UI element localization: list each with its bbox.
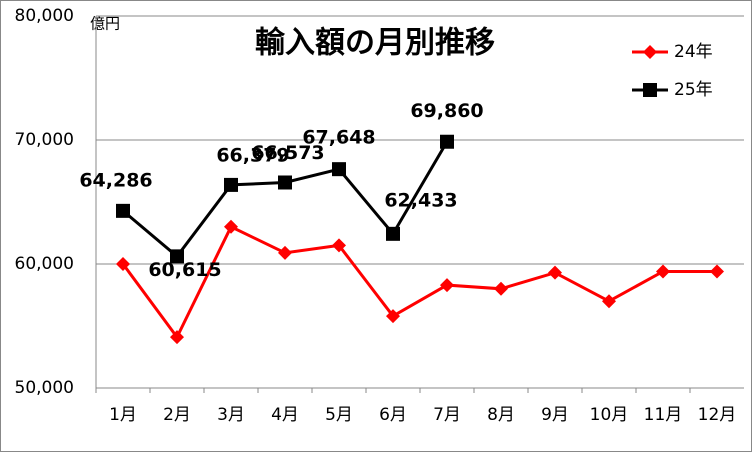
marker — [494, 281, 508, 296]
x-tick-label: 7月 — [433, 405, 461, 425]
marker — [643, 83, 657, 97]
data-label: 62,433 — [384, 189, 457, 211]
x-tick-label: 11月 — [644, 405, 683, 425]
marker — [332, 238, 346, 253]
marker — [116, 257, 130, 271]
data-label: 69,860 — [410, 100, 483, 122]
legend-label: 25年 — [674, 80, 713, 100]
x-tick-label: 1月 — [109, 405, 137, 425]
marker — [170, 249, 184, 264]
legend-label: 24年 — [674, 42, 713, 62]
data-label: 64,286 — [79, 169, 152, 191]
marker — [440, 278, 454, 293]
marker — [278, 245, 292, 260]
x-tick-label: 5月 — [325, 405, 353, 425]
y-tick-label: 50,000 — [15, 378, 74, 398]
data-label: 60,615 — [148, 259, 221, 281]
x-tick-label: 4月 — [271, 405, 299, 425]
marker — [656, 264, 670, 279]
marker — [548, 265, 562, 280]
data-label: 66,573 — [251, 142, 324, 164]
x-tick-label: 6月 — [379, 405, 407, 425]
x-tick-label: 9月 — [541, 405, 569, 425]
y-tick-label: 80,000 — [15, 6, 74, 26]
data-label: 66,379 — [216, 144, 289, 166]
x-tick-label: 10月 — [590, 405, 629, 425]
marker — [170, 330, 184, 345]
chart-title: 輸入額の月別推移 — [255, 26, 495, 61]
data-label: 67,648 — [302, 127, 375, 149]
marker — [332, 162, 346, 177]
marker — [643, 45, 657, 59]
x-tick-label: 12月 — [698, 405, 737, 425]
y-tick-label: 70,000 — [15, 130, 74, 150]
marker — [386, 309, 400, 324]
marker — [602, 294, 616, 309]
x-tick-label: 2月 — [163, 405, 191, 425]
marker — [710, 264, 724, 279]
marker — [440, 134, 454, 149]
unit-label: 億円 — [90, 15, 120, 33]
marker — [278, 175, 292, 190]
x-tick-label: 3月 — [217, 405, 245, 425]
x-tick-label: 8月 — [487, 405, 515, 425]
series-line — [121, 224, 717, 341]
marker — [224, 219, 238, 234]
y-tick-label: 60,000 — [15, 254, 74, 274]
marker — [386, 226, 400, 241]
marker — [116, 203, 130, 218]
marker — [224, 177, 238, 192]
